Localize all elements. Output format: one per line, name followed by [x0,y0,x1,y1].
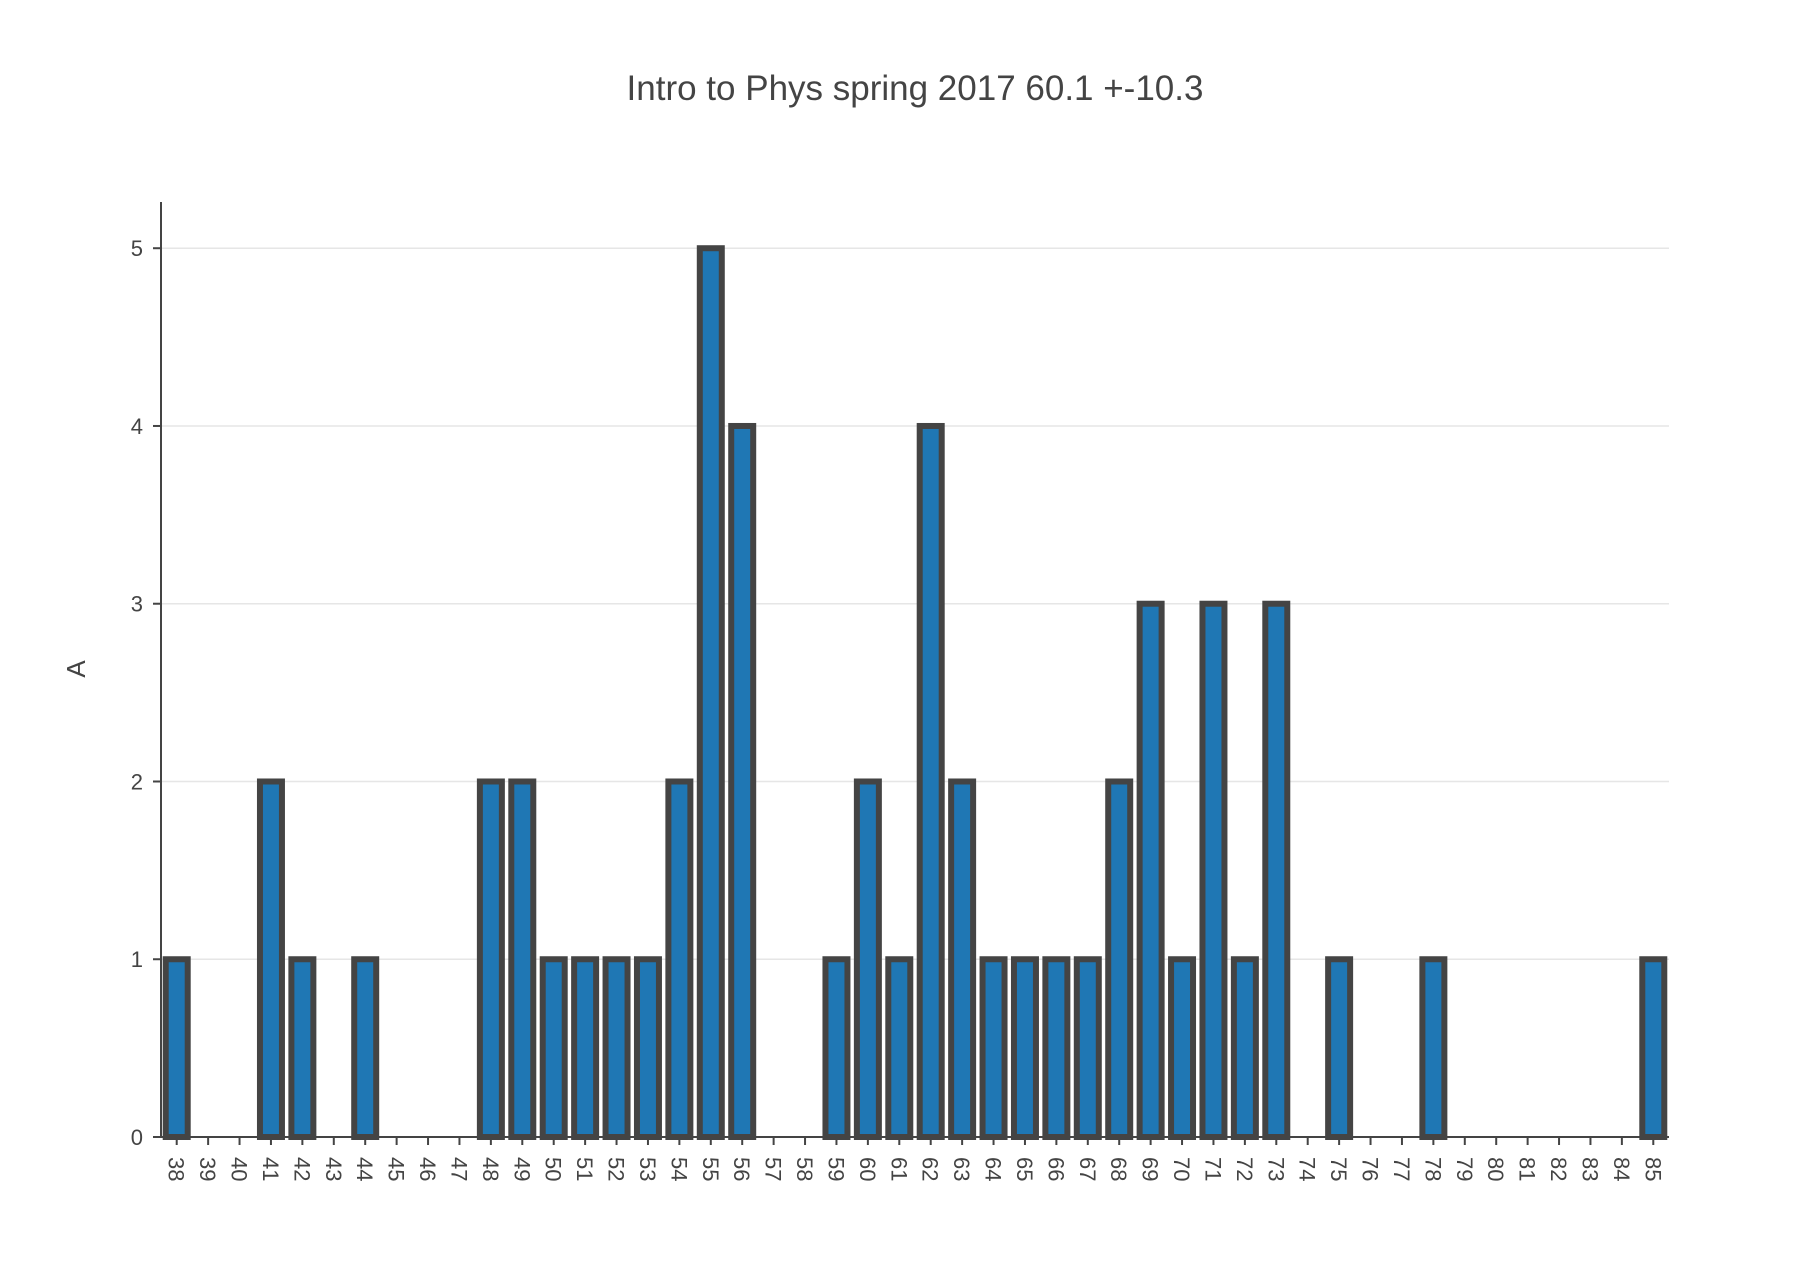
bars [162,245,1668,1140]
x-tick-label-55: 55 [698,1157,723,1181]
bar-73 [1262,600,1291,1140]
y-tick-label-4: 4 [131,414,143,439]
x-tick-label-59: 59 [823,1157,848,1181]
bar-64 [979,956,1008,1140]
x-tick-label-47: 47 [446,1157,471,1181]
bar-38 [162,956,191,1140]
x-tick-label-50: 50 [541,1157,566,1181]
x-tick-label-83: 83 [1577,1157,1602,1181]
bar-66 [1042,956,1071,1140]
chart-title: Intro to Phys spring 2017 60.1 +-10.3 [627,69,1204,108]
y-tick-label-1: 1 [131,947,143,972]
gridlines [161,247,1669,960]
x-tick-label-56: 56 [729,1157,754,1181]
y-tick-labels: 0 1 2 3 4 5 [131,236,143,1150]
x-tick-label-62: 62 [918,1157,943,1181]
y-tick-label-2: 2 [131,769,143,794]
bar-49 [508,778,537,1140]
bar-67 [1073,956,1102,1140]
bar-65 [1010,956,1039,1140]
bar-44 [351,956,380,1140]
bar-48 [476,778,505,1140]
x-tick-label-41: 41 [258,1157,283,1181]
x-tick-label-67: 67 [1075,1157,1100,1181]
x-tick-label-85: 85 [1640,1157,1665,1181]
bar-75 [1325,956,1354,1140]
x-tick-label-80: 80 [1483,1157,1508,1181]
x-tick-label-38: 38 [164,1157,189,1181]
x-tick-label-72: 72 [1232,1157,1257,1181]
x-tick-label-71: 71 [1200,1157,1225,1181]
bar-53 [633,956,662,1140]
y-tick-label-3: 3 [131,592,143,617]
x-tick-label-51: 51 [572,1157,597,1181]
x-tick-label-42: 42 [289,1157,314,1181]
x-tick-label-48: 48 [478,1157,503,1181]
x-tick-label-57: 57 [761,1157,786,1181]
bar-69 [1136,600,1165,1140]
x-tick-label-43: 43 [321,1157,346,1181]
x-tick-label-77: 77 [1389,1157,1414,1181]
bar-54 [665,778,694,1140]
x-tick-label-78: 78 [1420,1157,1445,1181]
x-tick-label-39: 39 [195,1157,220,1181]
bar-60 [853,778,882,1140]
x-tick-label-69: 69 [1138,1157,1163,1181]
x-tick-label-66: 66 [1043,1157,1068,1181]
x-tick-label-64: 64 [981,1157,1006,1181]
x-tick-label-58: 58 [792,1157,817,1181]
bar-50 [539,956,568,1140]
bar-52 [602,956,631,1140]
x-tick-label-60: 60 [855,1157,880,1181]
x-tick-label-61: 61 [886,1157,911,1181]
x-tick-label-84: 84 [1609,1157,1634,1181]
y-axis-title: A [61,660,91,678]
x-tick-label-46: 46 [415,1157,440,1181]
x-tick-label-65: 65 [1012,1157,1037,1181]
y-tick-label-5: 5 [131,236,143,261]
x-tick-label-68: 68 [1106,1157,1131,1181]
x-tick-label-81: 81 [1515,1157,1540,1181]
x-tick-label-54: 54 [666,1157,691,1181]
x-tick-label-76: 76 [1358,1157,1383,1181]
bar-70 [1168,956,1197,1140]
bar-62 [916,422,945,1140]
x-tick-label-52: 52 [604,1157,629,1181]
x-tick-label-74: 74 [1295,1157,1320,1181]
x-tick-label-70: 70 [1169,1157,1194,1181]
x-tick-label-63: 63 [949,1157,974,1181]
bar-61 [885,956,914,1140]
bar-63 [948,778,977,1140]
x-tick-label-44: 44 [352,1157,377,1181]
x-tick-label-79: 79 [1452,1157,1477,1181]
x-tick-label-53: 53 [635,1157,660,1181]
bar-72 [1230,956,1259,1140]
bar-55 [696,245,725,1140]
x-tick-label-40: 40 [227,1157,252,1181]
y-tick-label-0: 0 [131,1125,143,1150]
bar-42 [288,956,317,1140]
x-tick-label-75: 75 [1326,1157,1351,1181]
x-tick-label-49: 49 [509,1157,534,1181]
bar-51 [571,956,600,1140]
x-tick-labels: 38 39 40 41 42 43 44 45 46 47 48 49 50 51 52 53 54 55 56 57… [164,1157,1666,1181]
bar-78 [1419,956,1448,1140]
bar-41 [256,778,285,1140]
bar-85 [1639,956,1668,1140]
bar-56 [728,422,757,1140]
x-tick-label-82: 82 [1546,1157,1571,1181]
bar-59 [822,956,851,1140]
axes [153,202,1669,1145]
bar-71 [1199,600,1228,1140]
bar-68 [1105,778,1134,1140]
x-tick-label-73: 73 [1263,1157,1288,1181]
x-tick-label-45: 45 [384,1157,409,1181]
